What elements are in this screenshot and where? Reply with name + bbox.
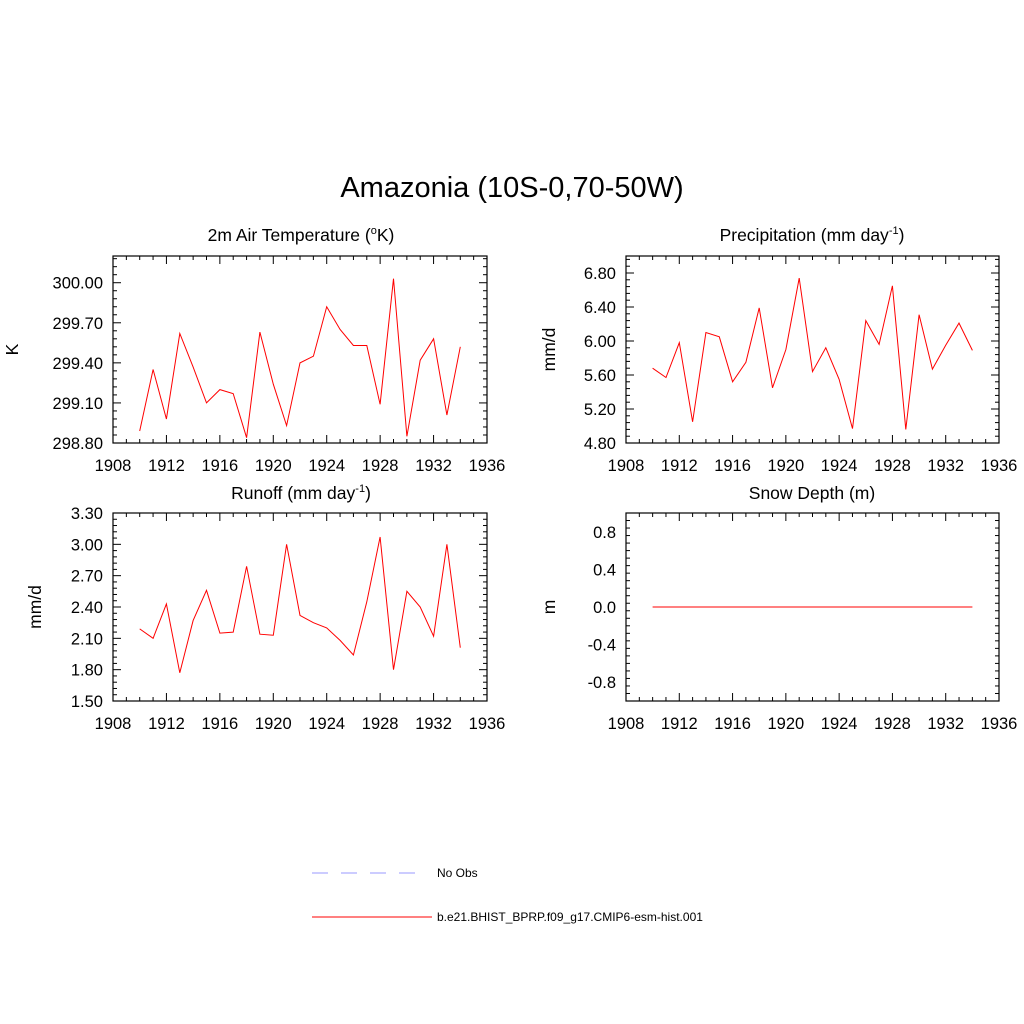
runoff-ytick-label: 2.10: [71, 630, 103, 648]
legend-model-label: b.e21.BHIST_BPRP.f09_g17.CMIP6-esm-hist.…: [437, 910, 703, 924]
snow-xtick-label: 1928: [874, 715, 911, 733]
temperature-xtick-label: 1916: [201, 457, 238, 475]
runoff-title-sup: -1: [355, 483, 366, 496]
precipitation-ytick-label: 6.80: [584, 265, 616, 283]
temperature-ytick-label: 299.10: [53, 395, 103, 413]
precipitation-xtick-label: 1924: [821, 457, 858, 475]
temperature-ytick-label: 298.80: [53, 435, 103, 453]
temperature-title-end: K): [376, 225, 395, 245]
temperature-ytick-label: 299.70: [53, 315, 103, 333]
precipitation-xtick-label: 1920: [767, 457, 804, 475]
precipitation-xtick-label: 1932: [927, 457, 964, 475]
runoff-ytick-label: 1.50: [71, 693, 103, 711]
runoff-xtick-label: 1912: [148, 715, 185, 733]
precipitation-xtick-label: 1908: [608, 457, 645, 475]
runoff-xtick-label: 1924: [308, 715, 345, 733]
runoff-xtick-label: 1936: [469, 715, 506, 733]
precipitation-title-sup: -1: [888, 225, 899, 238]
temperature-ylabel: K: [2, 343, 22, 355]
runoff-title-end: ): [365, 483, 371, 503]
snow-title-main: Snow Depth (m): [748, 483, 876, 503]
snow-xtick-label: 1920: [767, 715, 804, 733]
snow-ytick-label: -0.8: [588, 674, 616, 692]
precipitation-panel-title: Precipitation (mm day-1): [612, 225, 1012, 246]
temperature-ytick-label: 300.00: [53, 275, 103, 293]
runoff-ytick-label: 2.70: [71, 568, 103, 586]
temperature-title-sup: o: [370, 225, 377, 238]
temperature-plot-frame: [112, 255, 488, 444]
snow-ylabel: m: [539, 600, 559, 615]
temperature-xtick-label: 1908: [95, 457, 132, 475]
precipitation-ytick-label: 5.60: [584, 367, 616, 385]
snow-xtick-label: 1908: [608, 715, 645, 733]
runoff-xtick-label: 1928: [362, 715, 399, 733]
runoff-series-line: [139, 536, 461, 673]
precipitation-xtick-label: 1912: [661, 457, 698, 475]
snow-xtick-label: 1912: [661, 715, 698, 733]
precipitation-title-main: Precipitation (mm day: [719, 225, 889, 245]
precipitation-series-line: [652, 278, 973, 430]
legend-obs-label: No Obs: [437, 866, 478, 880]
snow-ytick-label: -0.4: [588, 637, 616, 655]
precipitation-xtick-label: 1928: [874, 457, 911, 475]
precipitation-ylabel: mm/d: [539, 328, 559, 372]
snow-xtick-label: 1932: [927, 715, 964, 733]
precipitation-xtick-label: 1936: [981, 457, 1018, 475]
precipitation-ytick-label: 5.20: [584, 401, 616, 419]
temperature-xtick-label: 1912: [148, 457, 185, 475]
snow-panel-title: Snow Depth (m): [612, 483, 1012, 504]
temperature-xtick-label: 1932: [415, 457, 452, 475]
temperature-xtick-label: 1936: [469, 457, 506, 475]
legend: [312, 872, 432, 918]
runoff-ytick-label: 2.40: [71, 599, 103, 617]
snow-xtick-label: 1916: [714, 715, 751, 733]
snow-ytick-label: 0.4: [593, 561, 616, 579]
temperature-xtick-label: 1928: [362, 457, 399, 475]
runoff-xtick-label: 1932: [415, 715, 452, 733]
temperature-panel-title: 2m Air Temperature (oK): [101, 225, 501, 246]
runoff-panel: 1908 1912 1916 1920 1924 1928 1932 1936 1.50 1.80…: [25, 505, 505, 733]
runoff-ylabel: mm/d: [25, 585, 45, 629]
runoff-ytick-label: 1.80: [71, 662, 103, 680]
runoff-plot-frame: [112, 512, 488, 702]
temperature-ytick-label: 299.40: [53, 355, 103, 373]
temperature-xtick-label: 1920: [255, 457, 292, 475]
snow-xtick-label: 1924: [821, 715, 858, 733]
runoff-ytick-label: 3.30: [71, 505, 103, 523]
snow-panel: 1908 1912 1916 1920 1924 1928 1932 1936 -0.8 -0.4…: [539, 512, 1018, 733]
temperature-title-main: 2m Air Temperature (: [207, 225, 371, 245]
precipitation-ytick-label: 6.00: [584, 333, 616, 351]
runoff-title-main: Runoff (mm day: [231, 483, 356, 503]
runoff-xtick-label: 1916: [201, 715, 238, 733]
snow-xtick-label: 1936: [981, 715, 1018, 733]
runoff-ytick-label: 3.00: [71, 536, 103, 554]
precipitation-ytick-label: 6.40: [584, 299, 616, 317]
snow-ytick-label: 0.0: [593, 599, 616, 617]
temperature-series-line: [139, 278, 461, 438]
runoff-xtick-label: 1908: [95, 715, 132, 733]
snow-ytick-label: 0.8: [593, 524, 616, 542]
runoff-xtick-label: 1920: [255, 715, 292, 733]
precipitation-xtick-label: 1916: [714, 457, 751, 475]
precipitation-ytick-label: 4.80: [584, 435, 616, 453]
runoff-panel-title: Runoff (mm day-1): [101, 483, 501, 504]
page-title: Amazonia (10S-0,70-50W): [340, 172, 684, 204]
temperature-xtick-label: 1924: [308, 457, 345, 475]
precipitation-title-end: ): [898, 225, 905, 245]
temperature-panel: 1908 1912 1916 1920 1924 1928 1932 1936 298.80 29…: [2, 255, 506, 475]
precipitation-panel: 1908 1912 1916 1920 1924 1928 1932 1936 4.80 5.20…: [539, 255, 1018, 475]
